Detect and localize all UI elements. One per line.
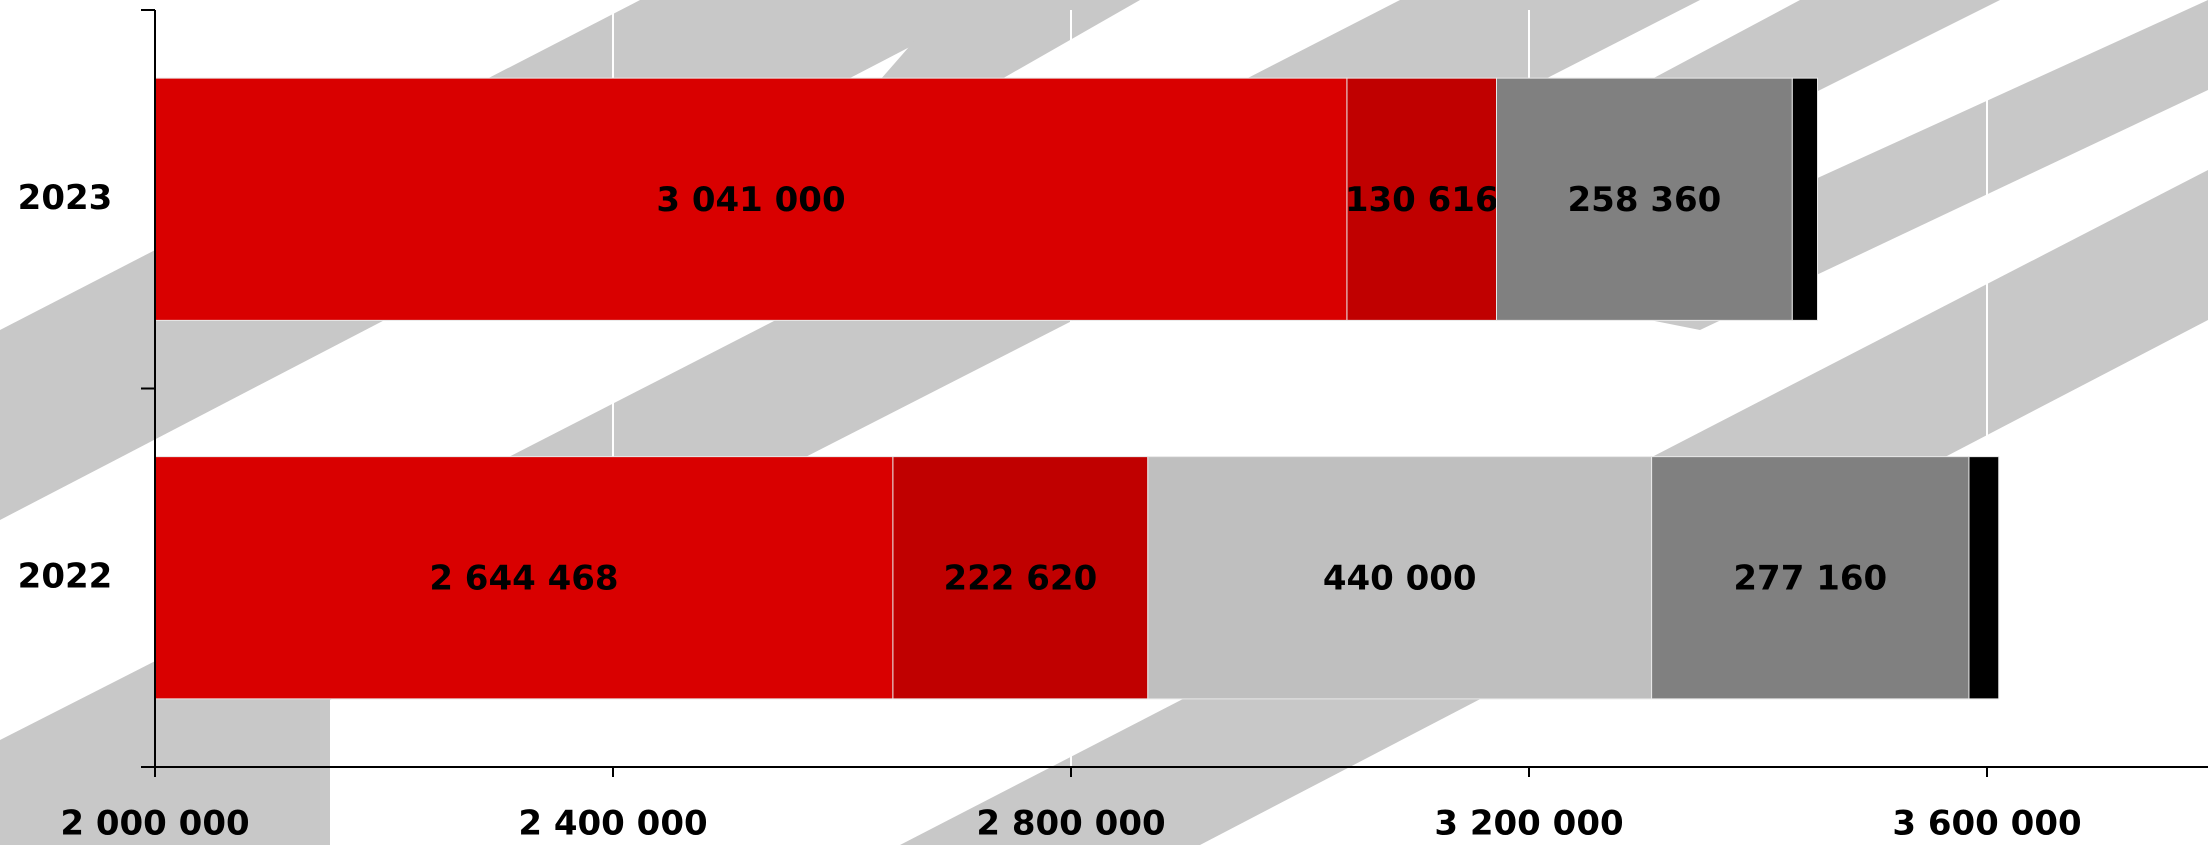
x-tick-label: 2 000 000 xyxy=(60,804,249,844)
bar-segment xyxy=(1651,456,1970,700)
bar-segment xyxy=(1791,77,1819,321)
bar-segment xyxy=(1346,77,1498,321)
bar-segment xyxy=(1147,456,1653,700)
y-tick-label: 2022 xyxy=(18,556,113,596)
bar-segment xyxy=(1496,77,1793,321)
value-label: 222 620 xyxy=(943,558,1097,598)
x-tick-label: 2 400 000 xyxy=(518,804,707,844)
bar-segment xyxy=(154,456,894,700)
x-tick-label: 3 200 000 xyxy=(1434,804,1623,844)
bar-segment xyxy=(1968,456,2000,700)
value-label: 2 644 468 xyxy=(429,558,618,598)
value-label: 3 041 000 xyxy=(656,180,845,220)
x-tick-label: 2 800 000 xyxy=(976,804,1165,844)
value-label: 258 360 xyxy=(1568,180,1722,220)
x-tick-label: 3 600 000 xyxy=(1892,804,2081,844)
bar-segment xyxy=(892,456,1149,700)
value-label: 440 000 xyxy=(1323,558,1477,598)
y-tick-label: 2023 xyxy=(18,178,113,218)
value-label: 130 616 xyxy=(1345,180,1499,220)
bar-segment xyxy=(154,77,1348,321)
value-label: 277 160 xyxy=(1733,558,1887,598)
